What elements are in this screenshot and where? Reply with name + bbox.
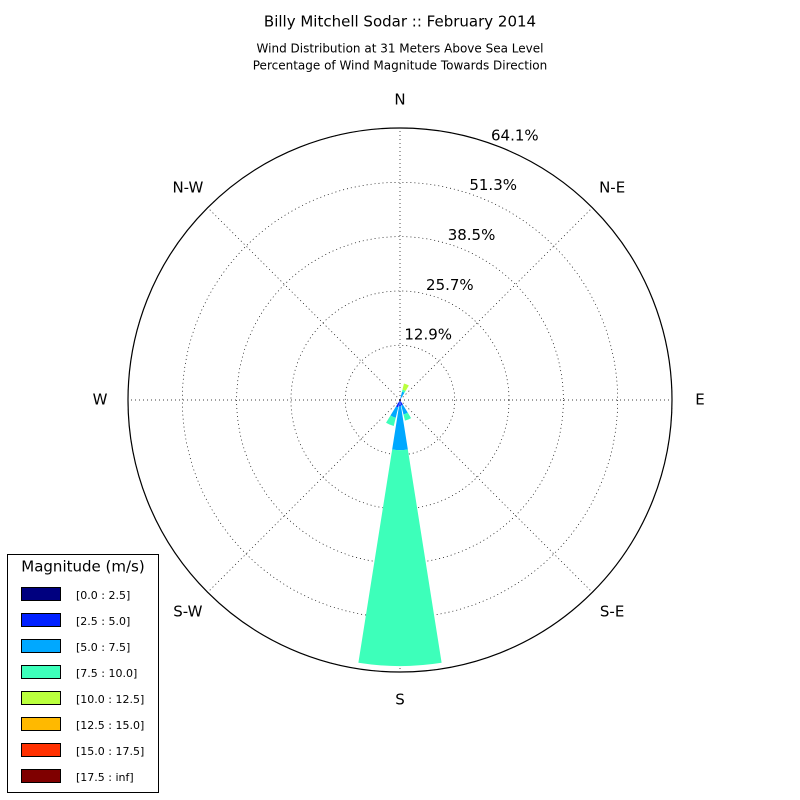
r-tick-label: 12.9% <box>404 326 452 344</box>
direction-label: N <box>394 91 405 109</box>
r-tick-label: 51.3% <box>469 176 517 194</box>
direction-label: E <box>695 391 704 409</box>
legend-label: [0.0 : 2.5] <box>76 589 130 602</box>
wedge <box>400 391 405 399</box>
legend-title: Magnitude (m/s) <box>21 558 144 576</box>
direction-label: W <box>93 391 108 409</box>
grid-ring <box>181 181 619 619</box>
legend-label: [5.0 : 7.5] <box>76 641 130 654</box>
wedge <box>400 397 402 400</box>
r-tick-label: 64.1% <box>491 126 539 144</box>
legend-swatch <box>21 613 61 627</box>
legend-label: [12.5 : 15.0] <box>76 719 144 732</box>
legend-swatch <box>21 743 61 757</box>
wedge <box>358 449 442 667</box>
spoke <box>207 399 401 593</box>
legend-swatch <box>21 639 61 653</box>
wedge <box>401 389 406 393</box>
wedge <box>400 400 401 402</box>
direction-label: S-W <box>173 603 202 621</box>
wedge <box>386 415 396 426</box>
direction-label: S-E <box>600 603 624 621</box>
wedge <box>402 383 409 391</box>
legend-swatch <box>21 717 61 731</box>
wedge <box>403 412 412 421</box>
grid-ring <box>290 290 510 510</box>
legend-label: [15.0 : 17.5] <box>76 745 144 758</box>
wedge <box>399 400 400 402</box>
wedge <box>399 400 401 403</box>
wedge <box>392 406 408 451</box>
r-tick-label: 25.7% <box>426 276 474 294</box>
legend-swatch <box>21 665 61 679</box>
r-tick-label: 38.5% <box>448 226 496 244</box>
legend-label: [2.5 : 5.0] <box>76 615 130 628</box>
legend-label: [7.5 : 10.0] <box>76 667 137 680</box>
legend-swatch <box>21 587 61 601</box>
direction-label: S <box>395 691 405 709</box>
chart-subtitle: Percentage of Wind Magnitude Towards Dir… <box>253 59 547 73</box>
legend-label: [10.0 : 12.5] <box>76 693 144 706</box>
legend-label: [17.5 : inf] <box>76 771 134 784</box>
spoke <box>399 207 593 401</box>
legend-swatch <box>21 691 61 705</box>
legend-swatch <box>21 769 61 783</box>
polar-frame <box>127 127 673 673</box>
chart-title: Billy Mitchell Sodar :: February 2014 <box>264 13 536 31</box>
wedge <box>399 402 401 407</box>
wedge <box>396 401 400 408</box>
wedge <box>401 404 408 415</box>
direction-label: N-E <box>599 178 625 196</box>
grid-ring <box>344 344 456 456</box>
direction-label: N-W <box>172 178 203 196</box>
spoke <box>399 399 593 593</box>
spoke <box>207 207 401 401</box>
wedge <box>400 401 403 406</box>
wedge <box>390 406 399 418</box>
chart-subtitle: Wind Distribution at 31 Meters Above Sea… <box>257 42 544 56</box>
